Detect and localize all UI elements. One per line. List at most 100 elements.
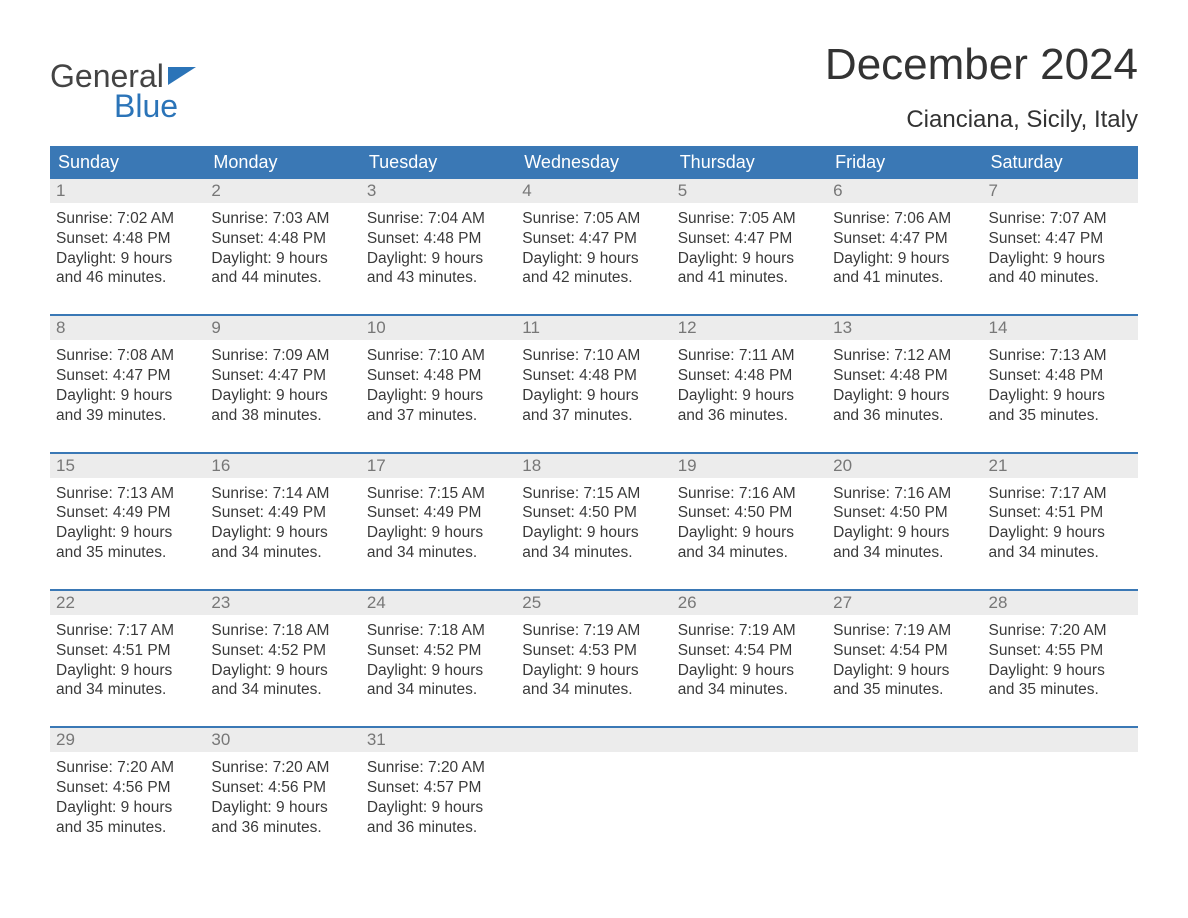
daylight-text: and 43 minutes. bbox=[367, 268, 510, 288]
day-cell: Sunrise: 7:03 AMSunset: 4:48 PMDaylight:… bbox=[205, 203, 360, 306]
day-number: 13 bbox=[827, 316, 982, 340]
sunset-text: Sunset: 4:51 PM bbox=[989, 503, 1132, 523]
logo-text-blue: Blue bbox=[114, 90, 196, 122]
day-cell bbox=[827, 752, 982, 855]
title-block: December 2024 Cianciana, Sicily, Italy bbox=[825, 40, 1138, 134]
day-cell: Sunrise: 7:13 AMSunset: 4:48 PMDaylight:… bbox=[983, 340, 1138, 443]
daylight-text: and 34 minutes. bbox=[678, 543, 821, 563]
sunrise-text: Sunrise: 7:02 AM bbox=[56, 209, 199, 229]
daylight-text: Daylight: 9 hours bbox=[56, 523, 199, 543]
day-cell: Sunrise: 7:04 AMSunset: 4:48 PMDaylight:… bbox=[361, 203, 516, 306]
daylight-text: and 40 minutes. bbox=[989, 268, 1132, 288]
sunrise-text: Sunrise: 7:15 AM bbox=[522, 484, 665, 504]
sunrise-text: Sunrise: 7:17 AM bbox=[56, 621, 199, 641]
sunset-text: Sunset: 4:55 PM bbox=[989, 641, 1132, 661]
sunrise-text: Sunrise: 7:18 AM bbox=[367, 621, 510, 641]
daylight-text: Daylight: 9 hours bbox=[367, 523, 510, 543]
day-body-row: Sunrise: 7:08 AMSunset: 4:47 PMDaylight:… bbox=[50, 340, 1138, 443]
day-number: 31 bbox=[361, 728, 516, 752]
sunrise-text: Sunrise: 7:15 AM bbox=[367, 484, 510, 504]
sunrise-text: Sunrise: 7:20 AM bbox=[989, 621, 1132, 641]
day-number: 23 bbox=[205, 591, 360, 615]
day-number: 29 bbox=[50, 728, 205, 752]
daylight-text: and 34 minutes. bbox=[211, 543, 354, 563]
day-number: 18 bbox=[516, 454, 671, 478]
day-number: 28 bbox=[983, 591, 1138, 615]
weekday-header: Tuesday bbox=[361, 146, 516, 179]
day-number bbox=[827, 728, 982, 752]
daylight-text: Daylight: 9 hours bbox=[989, 523, 1132, 543]
daylight-text: Daylight: 9 hours bbox=[678, 523, 821, 543]
sunset-text: Sunset: 4:53 PM bbox=[522, 641, 665, 661]
sunrise-text: Sunrise: 7:13 AM bbox=[989, 346, 1132, 366]
daylight-text: and 36 minutes. bbox=[367, 818, 510, 838]
sunset-text: Sunset: 4:50 PM bbox=[522, 503, 665, 523]
sunrise-text: Sunrise: 7:17 AM bbox=[989, 484, 1132, 504]
sunrise-text: Sunrise: 7:19 AM bbox=[833, 621, 976, 641]
day-cell: Sunrise: 7:10 AMSunset: 4:48 PMDaylight:… bbox=[516, 340, 671, 443]
sunset-text: Sunset: 4:54 PM bbox=[833, 641, 976, 661]
daylight-text: Daylight: 9 hours bbox=[989, 386, 1132, 406]
sunset-text: Sunset: 4:50 PM bbox=[678, 503, 821, 523]
sunrise-text: Sunrise: 7:16 AM bbox=[678, 484, 821, 504]
day-number: 3 bbox=[361, 179, 516, 203]
daylight-text: and 38 minutes. bbox=[211, 406, 354, 426]
day-number: 27 bbox=[827, 591, 982, 615]
sunrise-text: Sunrise: 7:12 AM bbox=[833, 346, 976, 366]
day-body-row: Sunrise: 7:02 AMSunset: 4:48 PMDaylight:… bbox=[50, 203, 1138, 306]
weekday-header: Monday bbox=[205, 146, 360, 179]
day-body-row: Sunrise: 7:13 AMSunset: 4:49 PMDaylight:… bbox=[50, 478, 1138, 581]
sunrise-text: Sunrise: 7:08 AM bbox=[56, 346, 199, 366]
sunrise-text: Sunrise: 7:18 AM bbox=[211, 621, 354, 641]
week-row: 293031Sunrise: 7:20 AMSunset: 4:56 PMDay… bbox=[50, 726, 1138, 855]
sunset-text: Sunset: 4:54 PM bbox=[678, 641, 821, 661]
daylight-text: Daylight: 9 hours bbox=[989, 249, 1132, 269]
day-cell: Sunrise: 7:20 AMSunset: 4:56 PMDaylight:… bbox=[50, 752, 205, 855]
day-cell: Sunrise: 7:17 AMSunset: 4:51 PMDaylight:… bbox=[983, 478, 1138, 581]
day-cell: Sunrise: 7:11 AMSunset: 4:48 PMDaylight:… bbox=[672, 340, 827, 443]
day-cell: Sunrise: 7:05 AMSunset: 4:47 PMDaylight:… bbox=[516, 203, 671, 306]
daylight-text: Daylight: 9 hours bbox=[211, 798, 354, 818]
sunrise-text: Sunrise: 7:16 AM bbox=[833, 484, 976, 504]
sunset-text: Sunset: 4:48 PM bbox=[367, 229, 510, 249]
daylight-text: Daylight: 9 hours bbox=[56, 661, 199, 681]
day-number-strip: 22232425262728 bbox=[50, 591, 1138, 615]
day-cell: Sunrise: 7:15 AMSunset: 4:50 PMDaylight:… bbox=[516, 478, 671, 581]
daylight-text: and 34 minutes. bbox=[367, 680, 510, 700]
day-number-strip: 15161718192021 bbox=[50, 454, 1138, 478]
day-cell: Sunrise: 7:06 AMSunset: 4:47 PMDaylight:… bbox=[827, 203, 982, 306]
weekday-header: Saturday bbox=[983, 146, 1138, 179]
daylight-text: and 34 minutes. bbox=[367, 543, 510, 563]
sunrise-text: Sunrise: 7:06 AM bbox=[833, 209, 976, 229]
sunrise-text: Sunrise: 7:20 AM bbox=[56, 758, 199, 778]
day-number: 7 bbox=[983, 179, 1138, 203]
day-number: 6 bbox=[827, 179, 982, 203]
day-number: 15 bbox=[50, 454, 205, 478]
sunset-text: Sunset: 4:47 PM bbox=[522, 229, 665, 249]
weekday-header: Sunday bbox=[50, 146, 205, 179]
day-number: 21 bbox=[983, 454, 1138, 478]
daylight-text: Daylight: 9 hours bbox=[56, 249, 199, 269]
page-title: December 2024 bbox=[825, 40, 1138, 90]
weekday-header: Thursday bbox=[672, 146, 827, 179]
day-number: 4 bbox=[516, 179, 671, 203]
day-cell: Sunrise: 7:16 AMSunset: 4:50 PMDaylight:… bbox=[672, 478, 827, 581]
daylight-text: Daylight: 9 hours bbox=[522, 661, 665, 681]
daylight-text: and 35 minutes. bbox=[989, 406, 1132, 426]
daylight-text: and 34 minutes. bbox=[211, 680, 354, 700]
daylight-text: and 46 minutes. bbox=[56, 268, 199, 288]
day-cell: Sunrise: 7:18 AMSunset: 4:52 PMDaylight:… bbox=[361, 615, 516, 718]
daylight-text: Daylight: 9 hours bbox=[989, 661, 1132, 681]
sunset-text: Sunset: 4:48 PM bbox=[56, 229, 199, 249]
sunrise-text: Sunrise: 7:05 AM bbox=[678, 209, 821, 229]
day-cell: Sunrise: 7:15 AMSunset: 4:49 PMDaylight:… bbox=[361, 478, 516, 581]
day-number: 17 bbox=[361, 454, 516, 478]
sunrise-text: Sunrise: 7:20 AM bbox=[367, 758, 510, 778]
sunset-text: Sunset: 4:48 PM bbox=[211, 229, 354, 249]
sunrise-text: Sunrise: 7:11 AM bbox=[678, 346, 821, 366]
daylight-text: Daylight: 9 hours bbox=[367, 386, 510, 406]
page: General Blue December 2024 Cianciana, Si… bbox=[0, 0, 1188, 886]
sunset-text: Sunset: 4:57 PM bbox=[367, 778, 510, 798]
day-cell: Sunrise: 7:20 AMSunset: 4:56 PMDaylight:… bbox=[205, 752, 360, 855]
daylight-text: and 36 minutes. bbox=[678, 406, 821, 426]
